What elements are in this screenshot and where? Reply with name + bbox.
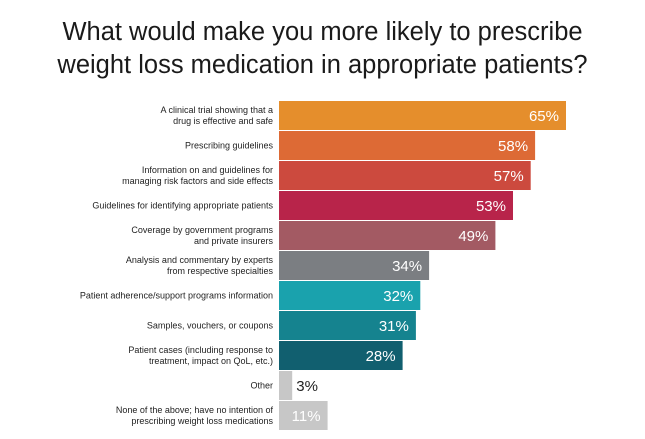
category-label-5-line-1: Coverage by government programs (131, 225, 273, 235)
value-label-3: 57% (494, 168, 524, 185)
category-label-6-line-2: from respective specialties (167, 266, 274, 276)
category-label-4-line-1: Guidelines for identifying appropriate p… (92, 201, 273, 211)
bar-11 (279, 401, 328, 430)
chart-title: What would make you more likely to presc… (0, 16, 645, 82)
category-label-3-line-2: managing risk factors and side effects (122, 176, 273, 186)
chart-title-line-1: What would make you more likely to presc… (62, 18, 583, 46)
category-label-3-line-1: Information on and guidelines for (142, 165, 273, 175)
category-label-8-line-1: Samples, vouchers, or coupons (147, 321, 274, 331)
category-label-8: Samples, vouchers, or coupons (147, 321, 274, 331)
value-label-6: 34% (392, 258, 422, 275)
category-label-2: Prescribing guidelines (185, 141, 274, 151)
value-label-2: 58% (498, 138, 528, 155)
bar-10 (279, 371, 293, 400)
category-label-11-line-1: None of the above; have no intention of (116, 405, 274, 415)
chart-title-line-2: weight loss medication in appropriate pa… (57, 51, 588, 79)
category-label-10-line-1: Other (250, 381, 273, 391)
category-label-11: None of the above; have no intention of p… (116, 405, 274, 426)
category-label-7-line-1: Patient adherence/support programs infor… (80, 291, 273, 301)
bar-9 (279, 341, 403, 370)
category-label-6-line-1: Analysis and commentary by experts (126, 255, 274, 265)
bar-3 (279, 161, 531, 190)
category-label-11-line-2: prescribing weight loss medications (131, 416, 273, 426)
category-label-5-line-2: and private insurers (194, 236, 274, 246)
bar-6 (279, 251, 430, 280)
value-label-5: 49% (458, 228, 488, 245)
bar-5 (279, 221, 496, 250)
value-label-9: 28% (366, 348, 396, 365)
bars-layer: 65% A clinical trial showing that a drug i… (80, 101, 566, 430)
category-label-1-line-1: A clinical trial showing that a (160, 105, 273, 115)
category-label-4: Guidelines for identifying appropriate p… (92, 201, 273, 211)
category-label-2-line-1: Prescribing guidelines (185, 141, 274, 151)
bar-2 (279, 131, 536, 160)
category-label-3: Information on and guidelines for managin… (122, 165, 273, 186)
category-label-10: Other (250, 381, 273, 391)
value-label-8: 31% (379, 318, 409, 335)
value-label-4: 53% (476, 198, 506, 215)
category-label-1: A clinical trial showing that a drug is e… (160, 105, 273, 126)
value-label-10: 3% (296, 378, 318, 395)
value-label-1: 65% (529, 108, 559, 125)
category-label-9-line-1: Patient cases (including response to (128, 345, 273, 355)
category-label-5: Coverage by government programs and priva… (131, 225, 273, 246)
category-label-9-line-2: treatment, impact on QoL, etc.) (149, 356, 273, 366)
bar-4 (279, 191, 513, 220)
value-label-11: 11% (292, 408, 321, 425)
category-label-7: Patient adherence/support programs infor… (80, 291, 273, 301)
bar-1 (279, 101, 566, 130)
value-label-7: 32% (383, 288, 413, 305)
bar-8 (279, 311, 416, 340)
bar-7 (279, 281, 421, 310)
category-label-1-line-2: drug is effective and safe (173, 116, 273, 126)
category-label-9: Patient cases (including response to trea… (128, 345, 273, 366)
category-label-6: Analysis and commentary by experts from r… (126, 255, 274, 276)
